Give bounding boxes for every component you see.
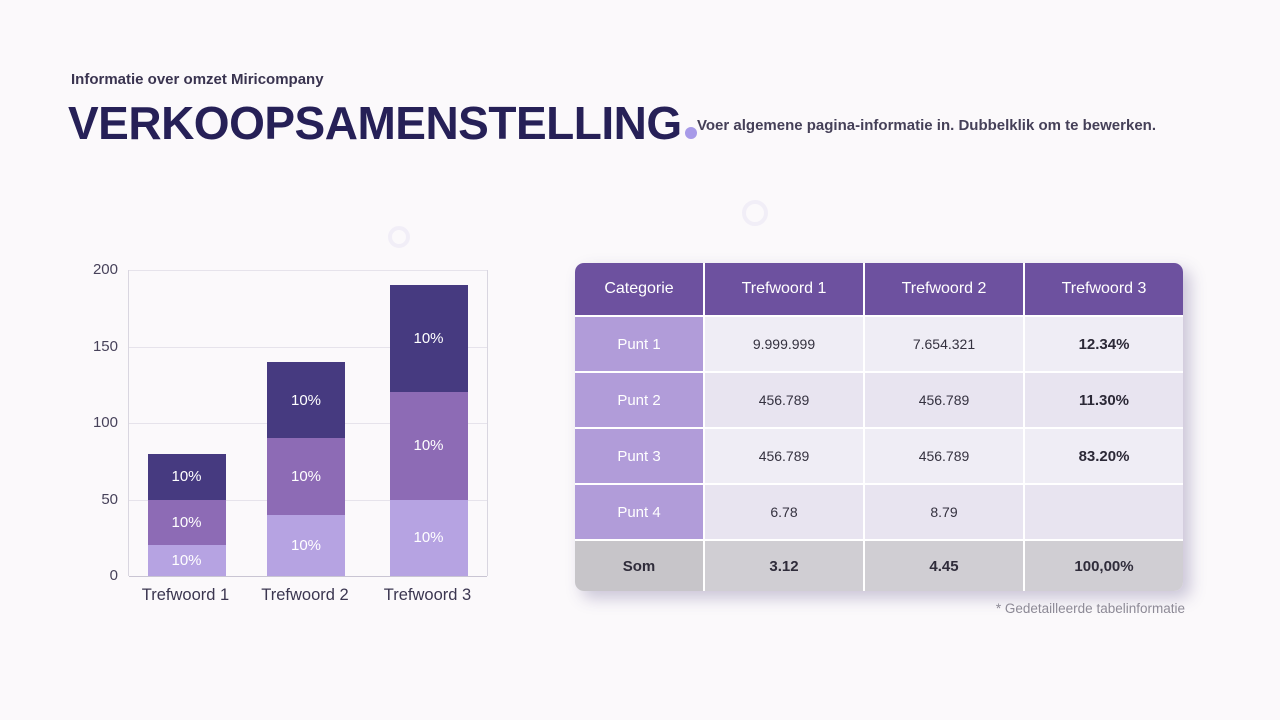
bar-segment: 10% [389,392,468,500]
table-total-cell[interactable]: 3.12 [705,541,863,591]
bar-data-label: 10% [290,536,322,554]
stacked-bar-chart[interactable]: 0 50 100 150 200 10% 10% 10% 10% 10% 10% 10% 10% 10%… [88,261,508,612]
bar-data-label: 10% [171,468,202,486]
stacked-bar: 10% 10% 10% [147,453,226,576]
y-tick-label: 200 [92,261,118,278]
table-cell[interactable] [1025,485,1183,539]
bar-segment: 10% [389,285,468,393]
table-cell[interactable]: 8.79 [865,485,1023,539]
bar-segment: 10% [147,453,226,500]
x-axis-label: Trefwoord 3 [383,586,472,604]
y-tick-label: 150 [92,337,118,355]
bar-segment: 10% [267,361,345,439]
table-row-label[interactable]: Punt 2 [575,373,703,427]
page-title-text: VERKOOPSAMENSTELLING [68,97,682,149]
table-cell[interactable]: 456.789 [705,429,863,483]
decorative-circle [742,200,768,226]
table-total-label[interactable]: Som [575,541,703,591]
bar-segment: 10% [147,545,226,576]
table-cell[interactable]: 12.34% [1025,317,1183,371]
data-table: Categorie Trefwoord 1 Trefwoord 2 Trefwo… [575,263,1183,591]
table-row-label[interactable]: Punt 1 [575,317,703,371]
table-header-cell[interactable]: Trefwoord 2 [865,263,1023,315]
bar-data-label: 10% [171,513,202,531]
gridline [129,576,487,577]
chart-plot: 10% 10% 10% 10% 10% 10% 10% 10% 10% [128,270,488,577]
bar-segment: 10% [267,438,345,515]
table-footnote[interactable]: * Gedetailleerde tabelinformatie [995,601,1185,616]
bar-data-label: 10% [413,437,444,455]
title-accent-dot [684,127,697,139]
stacked-bar: 10% 10% 10% [389,285,468,576]
table-cell[interactable]: 6.78 [705,485,863,539]
table-cell[interactable]: 83.20% [1025,429,1183,483]
bar-data-label: 10% [413,330,444,348]
bar-segment: 10% [267,514,345,576]
table-cell[interactable]: 456.789 [865,373,1023,427]
table-cell[interactable]: 7.654.321 [865,317,1023,371]
slide-kicker[interactable]: Informatie over omzet Miricompany [71,71,324,88]
chart-x-axis: Trefwoord 1 Trefwoord 2 Trefwoord 3 [128,586,488,612]
bar-data-label: 10% [290,391,322,409]
gridline [129,346,487,348]
table-total-cell[interactable]: 100,00% [1025,541,1183,591]
y-tick-label: 100 [92,414,118,431]
x-axis-label: Trefwoord 1 [141,586,230,604]
x-axis-label: Trefwoord 2 [261,586,349,604]
bar-data-label: 10% [413,529,444,547]
bar-data-label: 10% [290,468,322,486]
bar-segment: 10% [389,499,468,576]
y-tick-label: 50 [101,490,118,508]
table-row-label[interactable]: Punt 3 [575,429,703,483]
table-cell[interactable]: 9.999.999 [705,317,863,371]
gridline [129,270,487,271]
table-header-cell[interactable]: Trefwoord 1 [705,263,863,315]
y-tick-label: 0 [109,567,118,584]
page-subtitle[interactable]: Voer algemene pagina-informatie in. Dubb… [697,117,1157,134]
decorative-circle [388,226,410,248]
table-cell[interactable]: 456.789 [865,429,1023,483]
table-cell[interactable]: 456.789 [705,373,863,427]
table-header-cell[interactable]: Trefwoord 3 [1025,263,1183,315]
table-row-label[interactable]: Punt 4 [575,485,703,539]
stacked-bar: 10% 10% 10% [267,361,345,576]
table-header-cell[interactable]: Categorie [575,263,703,315]
chart-y-axis: 0 50 100 150 200 [88,261,118,584]
table-total-cell[interactable]: 4.45 [865,541,1023,591]
bar-data-label: 10% [171,552,202,570]
table-cell[interactable]: 11.30% [1025,373,1183,427]
page-title[interactable]: VERKOOPSAMENSTELLING [68,96,697,150]
bar-segment: 10% [147,499,226,546]
